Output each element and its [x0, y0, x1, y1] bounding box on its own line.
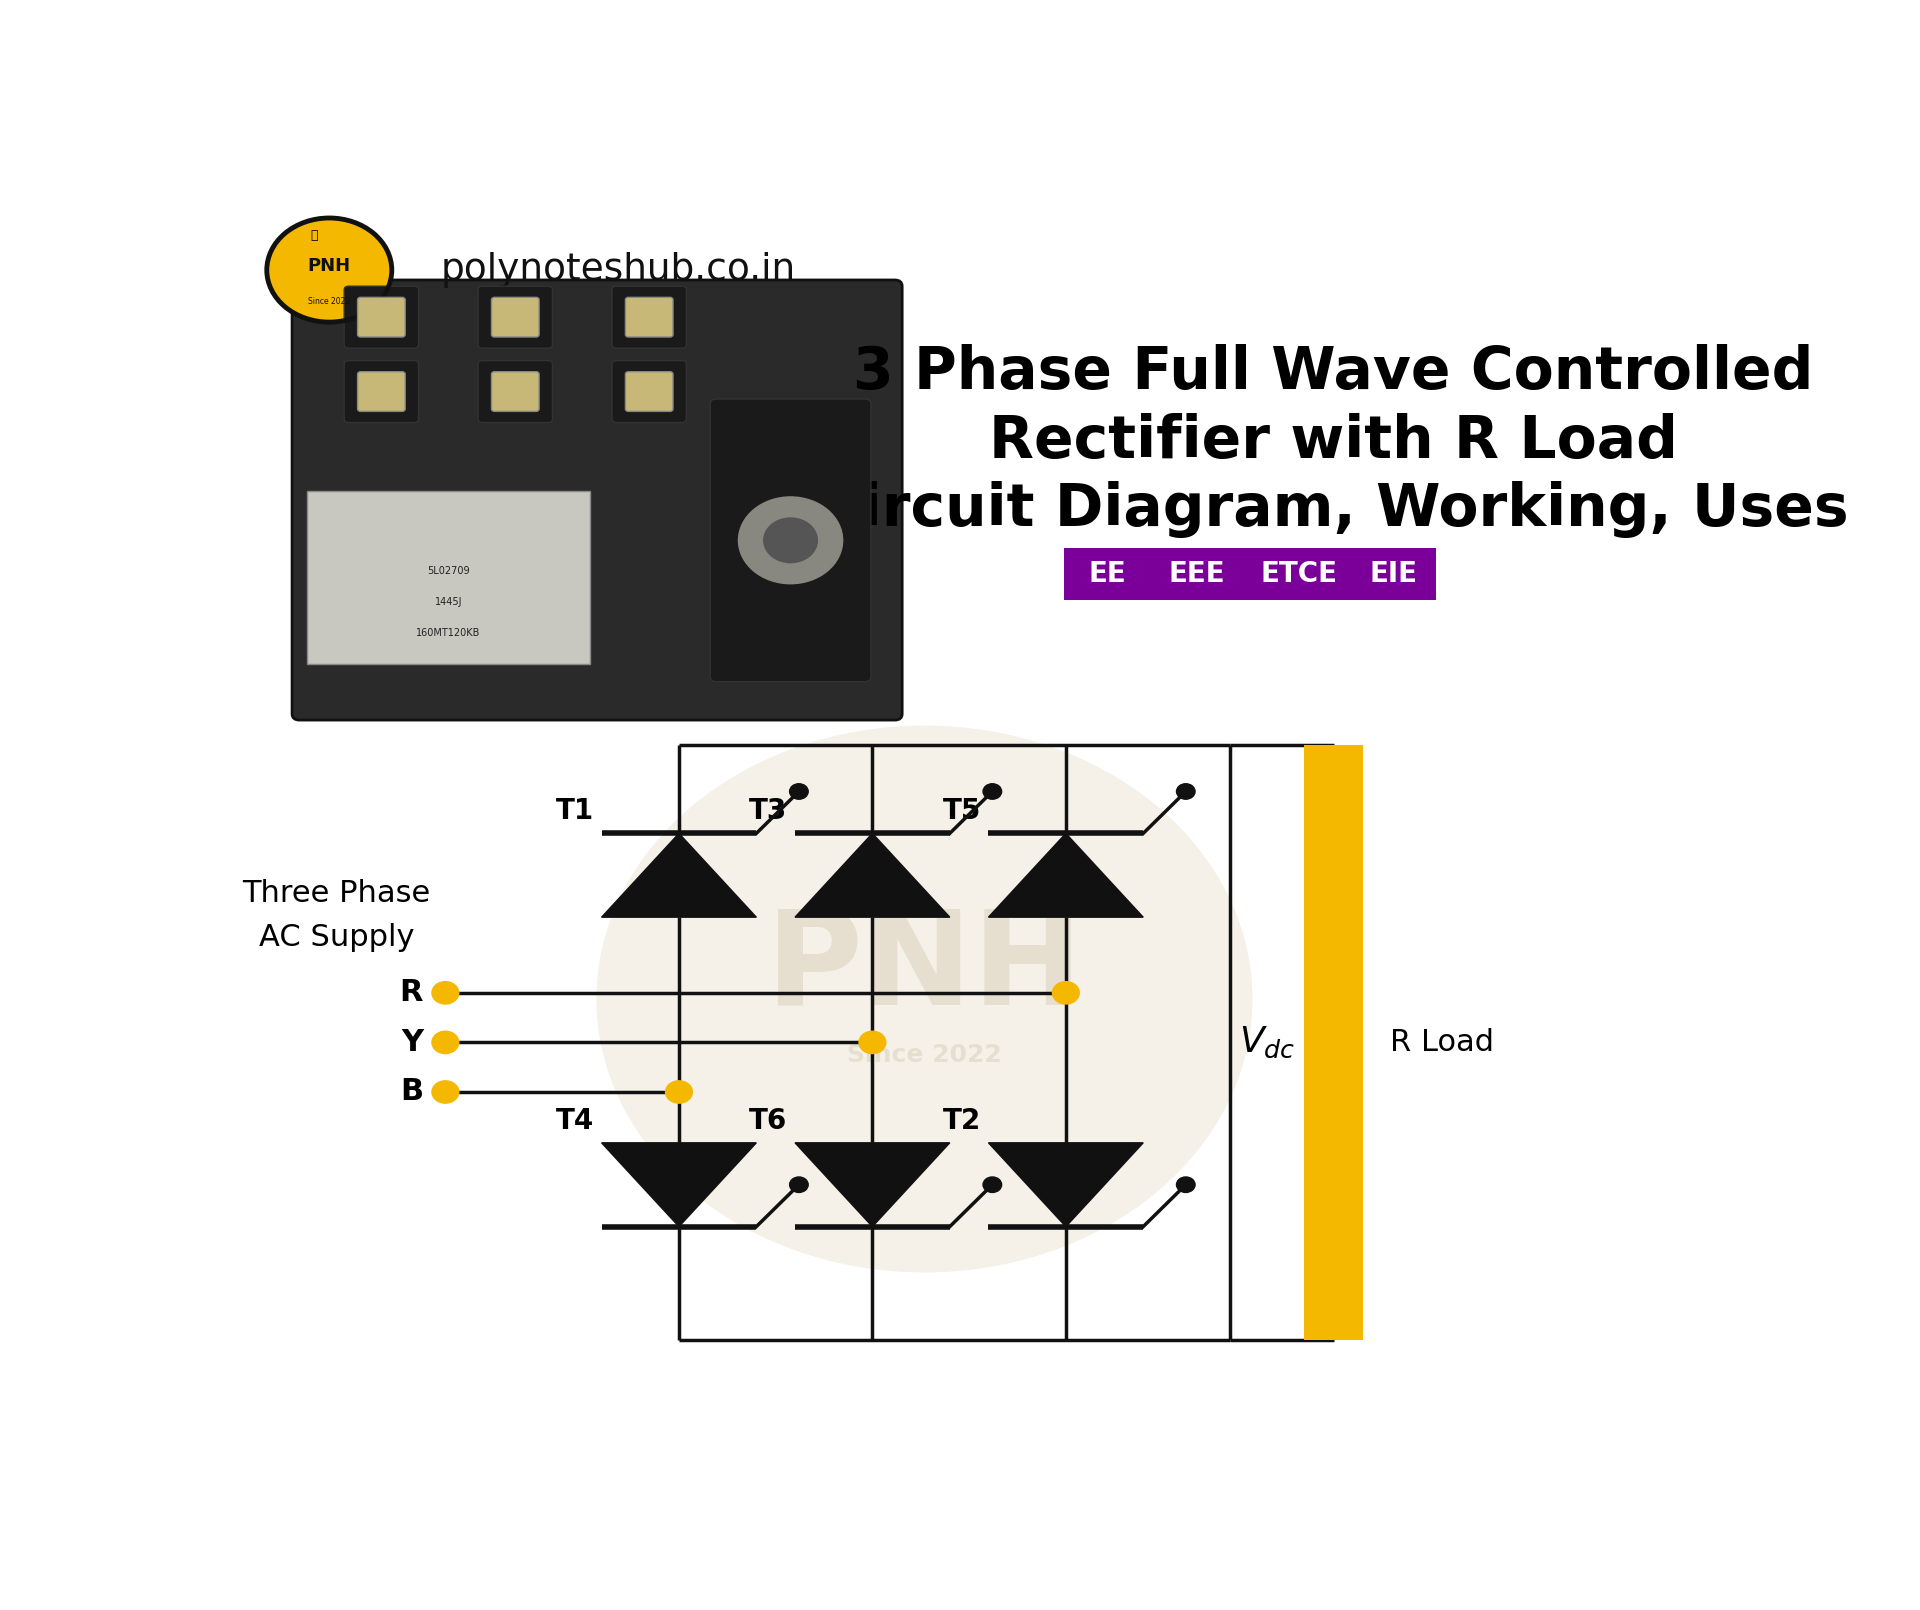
FancyBboxPatch shape — [357, 298, 405, 336]
Text: Circuit Diagram, Working, Uses: Circuit Diagram, Working, Uses — [818, 481, 1849, 538]
FancyBboxPatch shape — [344, 361, 419, 422]
Circle shape — [858, 1032, 885, 1053]
Text: T3: T3 — [749, 797, 787, 826]
Circle shape — [1177, 1177, 1194, 1193]
Text: B: B — [399, 1077, 422, 1106]
FancyBboxPatch shape — [1064, 547, 1150, 601]
Polygon shape — [795, 1143, 950, 1227]
Text: $V_{dc}$: $V_{dc}$ — [1238, 1024, 1294, 1059]
FancyBboxPatch shape — [292, 280, 902, 720]
Circle shape — [983, 784, 1002, 799]
FancyBboxPatch shape — [1144, 547, 1248, 601]
FancyBboxPatch shape — [478, 361, 553, 422]
FancyBboxPatch shape — [492, 298, 540, 336]
Circle shape — [1052, 982, 1079, 1005]
Text: EEE: EEE — [1169, 560, 1225, 588]
Text: Since 2022: Since 2022 — [309, 296, 349, 306]
Text: Y: Y — [401, 1027, 422, 1056]
FancyBboxPatch shape — [612, 361, 687, 422]
Circle shape — [789, 784, 808, 799]
Polygon shape — [989, 834, 1142, 918]
Text: Rectifier with R Load: Rectifier with R Load — [989, 412, 1678, 470]
Circle shape — [666, 1080, 693, 1103]
Text: 1445J: 1445J — [434, 597, 463, 607]
FancyBboxPatch shape — [492, 372, 540, 412]
Text: R Load: R Load — [1390, 1027, 1494, 1056]
FancyBboxPatch shape — [612, 287, 687, 348]
Text: EE: EE — [1089, 560, 1127, 588]
Text: 160MT120KB: 160MT120KB — [417, 628, 480, 638]
Polygon shape — [795, 834, 950, 918]
Text: Three Phase: Three Phase — [242, 879, 430, 908]
Polygon shape — [601, 1143, 756, 1227]
Polygon shape — [601, 834, 756, 918]
Circle shape — [432, 982, 459, 1005]
Text: Since 2022: Since 2022 — [847, 1043, 1002, 1067]
Text: PNH: PNH — [307, 258, 351, 275]
Circle shape — [739, 497, 843, 584]
Text: T1: T1 — [557, 797, 593, 826]
FancyBboxPatch shape — [344, 287, 419, 348]
FancyBboxPatch shape — [357, 372, 405, 412]
FancyBboxPatch shape — [1235, 547, 1363, 601]
FancyBboxPatch shape — [626, 372, 674, 412]
Circle shape — [432, 1080, 459, 1103]
Circle shape — [1177, 784, 1194, 799]
Text: T2: T2 — [943, 1106, 981, 1135]
Polygon shape — [989, 1143, 1142, 1227]
Text: T4: T4 — [557, 1106, 593, 1135]
Circle shape — [983, 1177, 1002, 1193]
Circle shape — [267, 217, 392, 322]
Text: T5: T5 — [943, 797, 981, 826]
Text: R: R — [399, 979, 422, 1008]
Text: polynoteshub.co.in: polynoteshub.co.in — [442, 253, 797, 288]
Text: AC Supply: AC Supply — [259, 923, 415, 952]
Text: PNH: PNH — [766, 905, 1083, 1032]
FancyBboxPatch shape — [710, 399, 872, 681]
FancyBboxPatch shape — [626, 298, 674, 336]
Text: T6: T6 — [749, 1106, 787, 1135]
Bar — [1304, 745, 1363, 1340]
Text: 🎓: 🎓 — [311, 229, 319, 242]
Text: ETCE: ETCE — [1261, 560, 1338, 588]
Text: 5L02709: 5L02709 — [426, 567, 470, 576]
Text: EIE: EIE — [1369, 560, 1417, 588]
Bar — [307, 491, 589, 665]
Circle shape — [432, 1032, 459, 1053]
Circle shape — [597, 726, 1252, 1272]
FancyBboxPatch shape — [1350, 547, 1436, 601]
Circle shape — [764, 518, 818, 562]
Circle shape — [789, 1177, 808, 1193]
FancyBboxPatch shape — [478, 287, 553, 348]
Text: 3 Phase Full Wave Controlled: 3 Phase Full Wave Controlled — [854, 345, 1814, 401]
